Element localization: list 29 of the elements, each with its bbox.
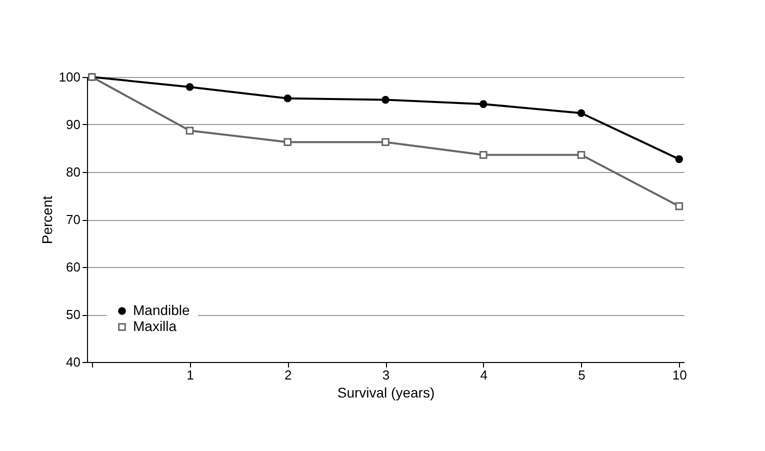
x-tick-label: 5: [578, 368, 586, 382]
point: [382, 96, 390, 104]
x-tick-label: 1: [186, 368, 194, 382]
legend-label: Mandible: [133, 302, 190, 318]
point: [479, 100, 488, 108]
y-tick-label: 40: [66, 354, 80, 370]
point: [186, 83, 194, 91]
x-tick-label: 3: [382, 368, 390, 382]
legend-label: Maxilla: [133, 318, 177, 334]
x-tick-label: 10: [672, 368, 687, 382]
y-tick-label: 80: [66, 164, 80, 180]
point: [186, 126, 194, 135]
y-tick-label: 100: [58, 70, 80, 84]
x-axis-title: Survival (years): [337, 384, 435, 400]
x-tick-label: 4: [480, 368, 488, 382]
point: [479, 150, 488, 159]
x-tick-label: 2: [284, 368, 292, 382]
point: [577, 109, 586, 118]
y-tick-label: 70: [66, 212, 80, 227]
point: [284, 138, 292, 146]
y-tick-label: 90: [66, 117, 80, 132]
y-axis-title: Percent: [38, 196, 55, 244]
y-tick-label: 50: [66, 307, 80, 322]
point: [675, 155, 684, 164]
point: [382, 138, 390, 146]
point: [284, 94, 292, 102]
y-tick-label: 60: [66, 260, 80, 274]
point: [577, 150, 586, 159]
point: [675, 202, 684, 210]
